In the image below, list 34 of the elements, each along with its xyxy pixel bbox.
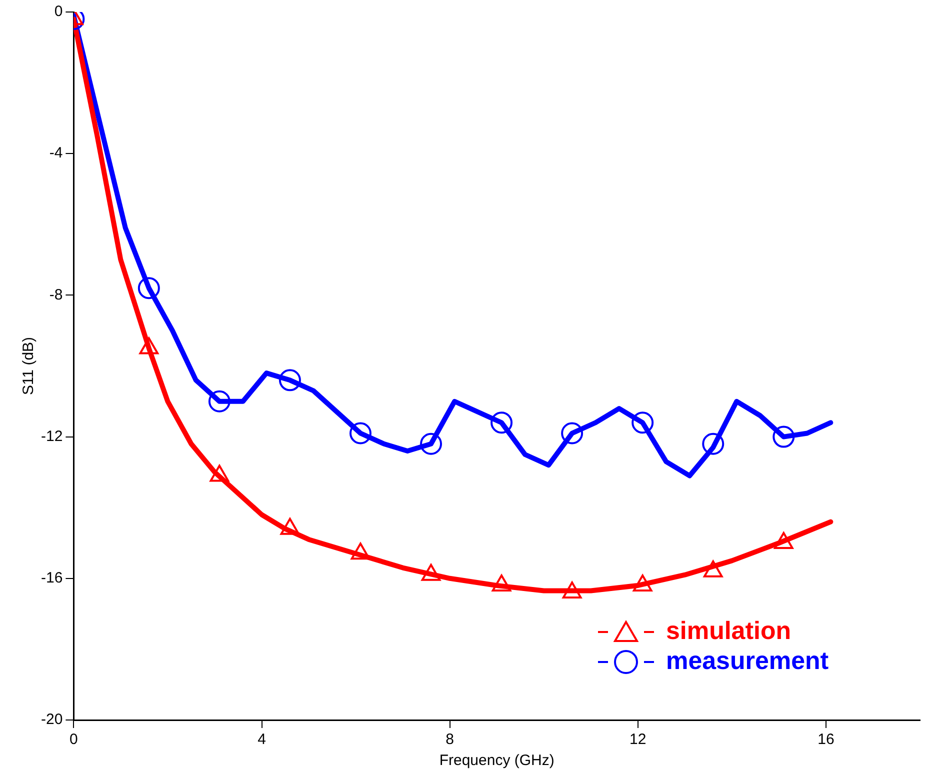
legend-label: simulation <box>666 617 792 645</box>
point <box>632 574 652 592</box>
x-tick-label: 12 <box>630 731 646 748</box>
x-tick-label: 16 <box>818 731 834 748</box>
point <box>561 422 584 444</box>
point <box>420 432 442 455</box>
point <box>492 574 512 592</box>
x-tick-label: 0 <box>70 731 78 748</box>
point <box>278 369 301 392</box>
x-tick-label: 8 <box>446 731 454 748</box>
point <box>350 542 370 560</box>
x-tick-label: 4 <box>258 731 266 748</box>
y-tick-label: -8 <box>49 286 63 304</box>
y-tick-label: -4 <box>49 144 63 162</box>
point <box>632 412 654 434</box>
point <box>210 464 230 482</box>
point <box>703 560 723 578</box>
point <box>208 390 230 412</box>
point <box>702 432 724 455</box>
point <box>138 277 160 300</box>
y-tick-label: 0 <box>54 3 63 20</box>
y-tick-label: -16 <box>40 570 63 587</box>
point <box>772 426 795 448</box>
x-axis-title: Frequency (GHz) <box>439 752 554 770</box>
point <box>774 532 794 549</box>
point <box>349 422 372 444</box>
legend-label: measurement <box>666 647 829 675</box>
point <box>421 564 441 581</box>
point <box>562 582 582 599</box>
y-axis-title: S11 (dB) <box>20 336 38 396</box>
y-tick-label: -20 <box>40 711 63 728</box>
point <box>490 412 513 434</box>
y-tick-label: -12 <box>40 428 63 445</box>
point <box>280 518 300 535</box>
